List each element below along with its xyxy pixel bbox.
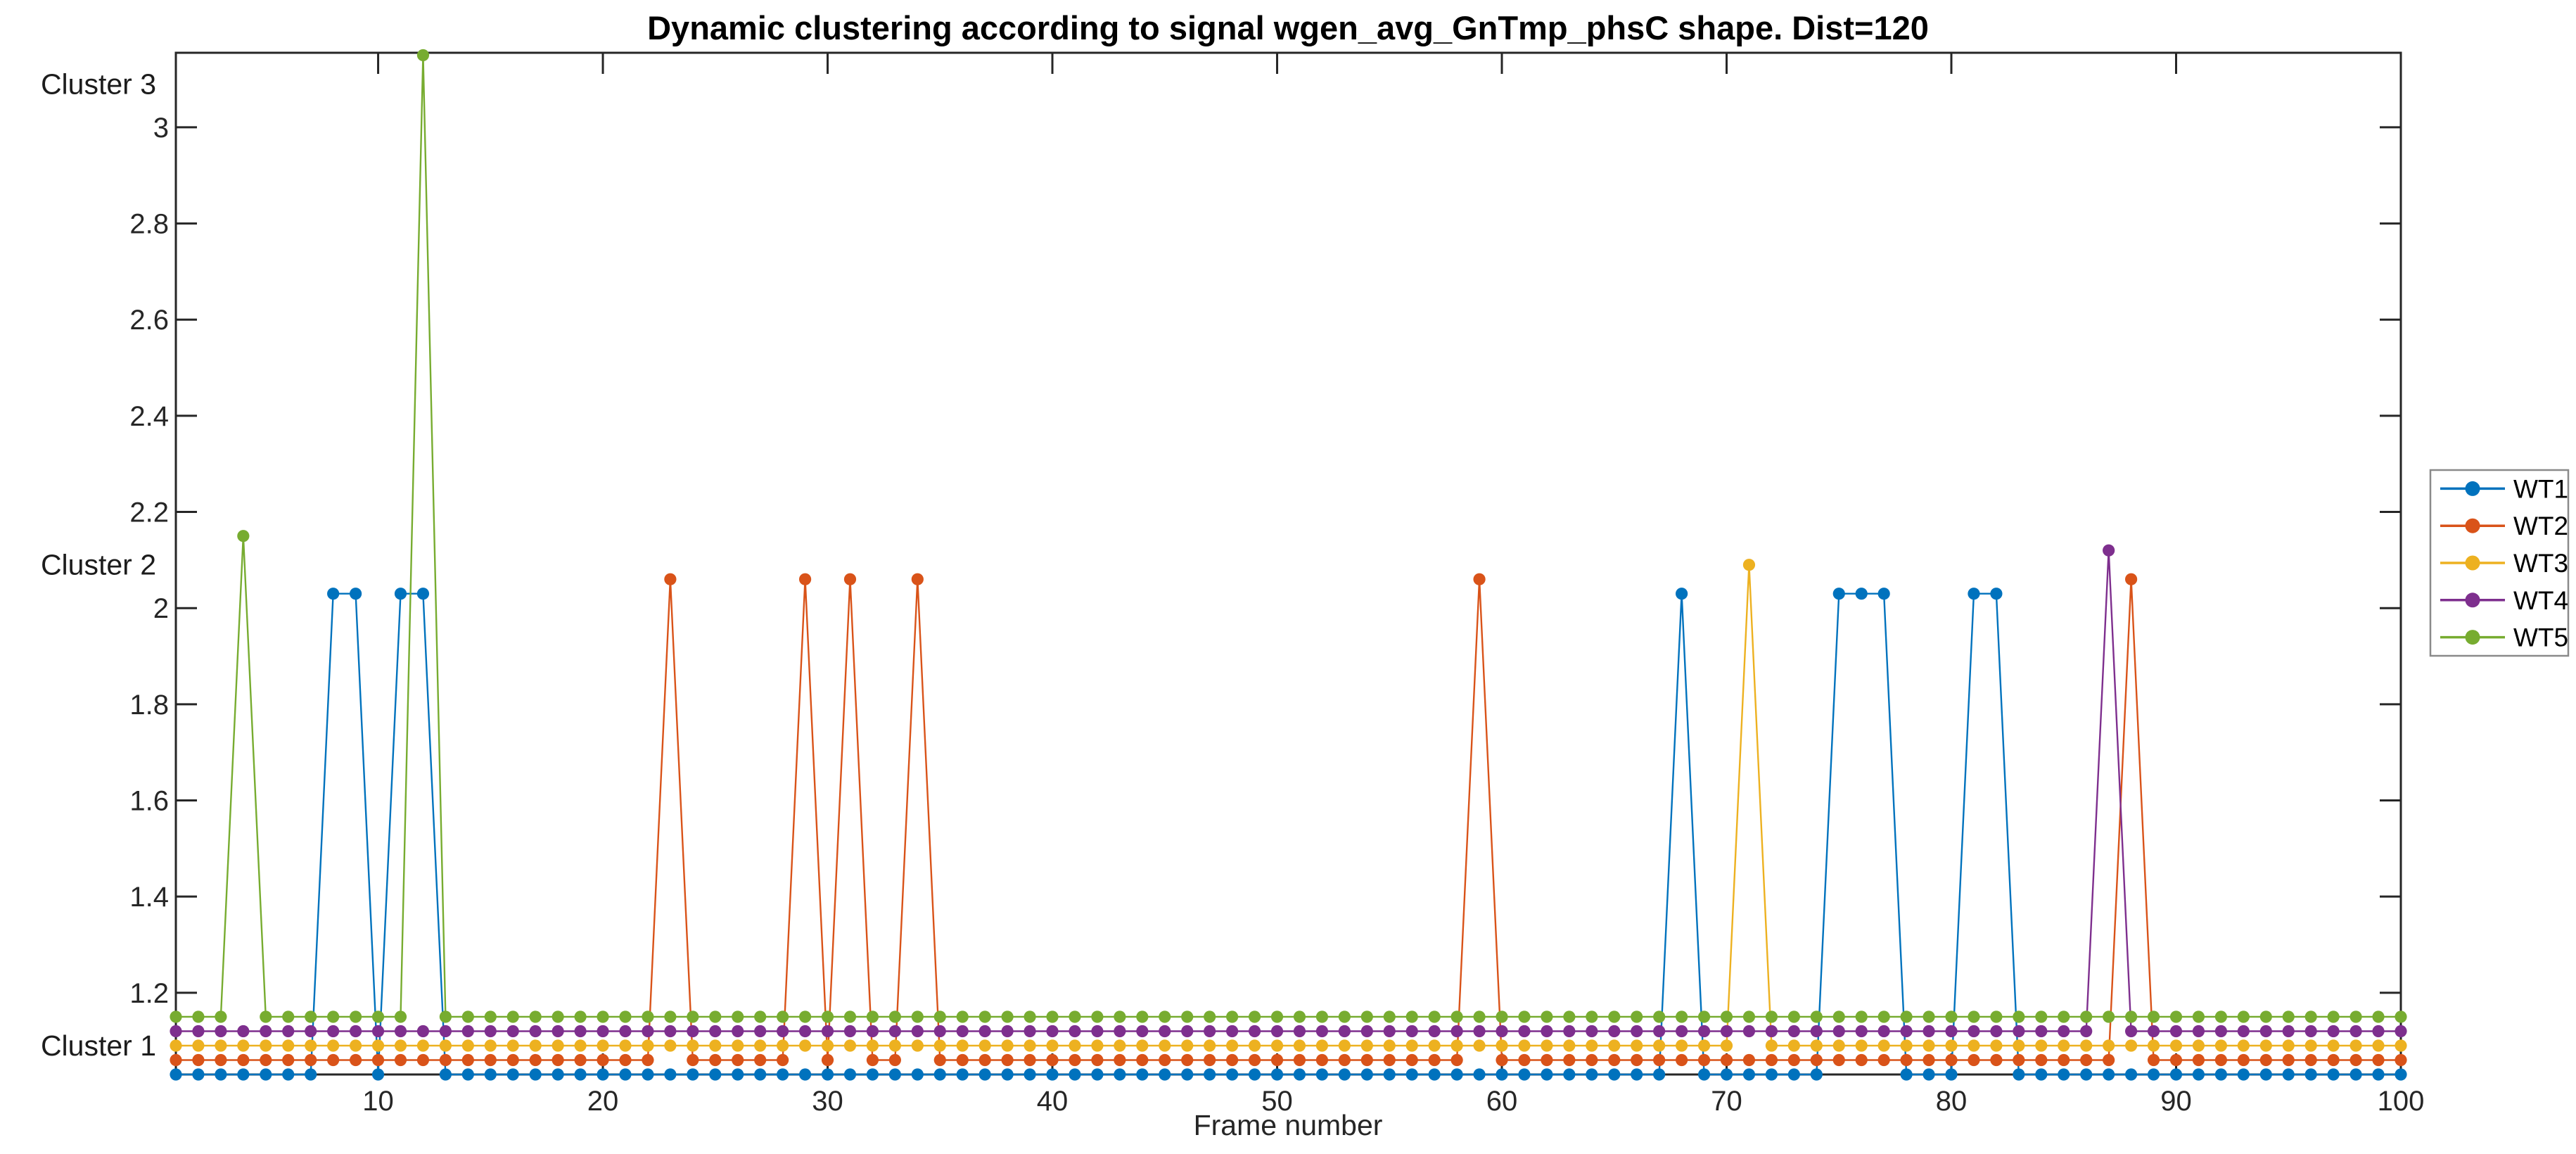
legend-label-WT5: WT5 (2513, 623, 2568, 652)
legend: WT1 WT2 WT3 WT4 WT5 (2429, 469, 2570, 657)
x-tick-label-60: 60 (1486, 1086, 1518, 1117)
x-tick-label-50: 50 (1261, 1086, 1293, 1117)
y-cluster-label-cluster-3: Cluster 3 (41, 68, 156, 100)
series-WT3 (170, 559, 2407, 1052)
y-cluster-label-cluster-1: Cluster 1 (41, 1029, 156, 1062)
y-tick-label-2.8: 2.8 (129, 209, 169, 240)
y-tick-label-2.4: 2.4 (129, 401, 169, 432)
legend-marker-sample (2465, 518, 2480, 533)
x-tick-label-90: 90 (2160, 1086, 2192, 1117)
legend-item-WT4: WT4 (2440, 586, 2568, 615)
series-group (170, 49, 2407, 1081)
series-WT5 (170, 49, 2407, 1023)
legend-item-WT5: WT5 (2440, 623, 2568, 652)
legend-item-WT1: WT1 (2440, 474, 2568, 503)
y-tick-label-1.4: 1.4 (129, 882, 169, 913)
plot-box (174, 51, 2402, 1076)
y-tick-label-2.6: 2.6 (129, 305, 169, 336)
x-tick-label-10: 10 (362, 1086, 394, 1117)
x-tick-label-30: 30 (812, 1086, 843, 1117)
y-tick-label-1.8: 1.8 (129, 690, 169, 721)
x-ticks: 10 20 30 40 50 60 70 80 90 100 (362, 53, 2424, 1117)
y-ticks: 1.2 1.4 1.6 1.8 2 2.2 2.4 2.6 2.8 3 Cluster 1 Clust… (41, 68, 2401, 1062)
y-cluster-label-cluster-2: Cluster 2 (41, 549, 156, 581)
legend-label-WT2: WT2 (2513, 512, 2568, 540)
series-WT2-markers (170, 573, 2407, 1067)
series-WT5-line (176, 55, 2401, 1018)
series-WT3-markers (170, 559, 2407, 1052)
series-WT2-line (176, 579, 2401, 1061)
legend-label-WT3: WT3 (2513, 549, 2568, 578)
series-WT4-line (176, 550, 2401, 1032)
series-WT4 (170, 544, 2407, 1038)
series-WT5-markers (170, 49, 2407, 1023)
x-tick-label-70: 70 (1711, 1086, 1742, 1117)
axes: 10 20 30 40 50 60 70 80 90 100 1.2 1.4 1.6 1.8 2 2.2 2.4… (41, 51, 2424, 1117)
y-tick-label-2.2: 2.2 (129, 497, 169, 528)
chart-title: Dynamic clustering according to signal w… (647, 9, 1929, 46)
series-WT1 (170, 588, 2407, 1081)
series-WT4-markers (170, 544, 2407, 1038)
y-tick-label-2: 2 (153, 593, 169, 624)
x-tick-label-40: 40 (1037, 1086, 1069, 1117)
legend-marker-sample (2465, 630, 2480, 645)
x-axis-label: Frame number (1194, 1109, 1383, 1141)
y-tick-label-3: 3 (153, 113, 169, 144)
legend-item-WT2: WT2 (2440, 512, 2568, 540)
legend-marker-sample (2465, 481, 2480, 496)
y-tick-label-1.6: 1.6 (129, 786, 169, 817)
legend-marker-sample (2465, 555, 2480, 571)
legend-label-WT4: WT4 (2513, 586, 2568, 615)
x-tick-label-80: 80 (1936, 1086, 1968, 1117)
series-WT3-line (176, 564, 2401, 1047)
x-tick-label-20: 20 (587, 1086, 619, 1117)
x-tick-label-100: 100 (2378, 1086, 2425, 1117)
series-WT1-line (176, 592, 2401, 1076)
series-WT1-markers (170, 588, 2407, 1081)
legend-item-WT3: WT3 (2440, 549, 2568, 578)
y-tick-label-1.2: 1.2 (129, 978, 169, 1009)
legend-label-WT1: WT1 (2513, 474, 2568, 503)
series-WT2 (170, 573, 2407, 1067)
legend-marker-sample (2465, 592, 2480, 608)
